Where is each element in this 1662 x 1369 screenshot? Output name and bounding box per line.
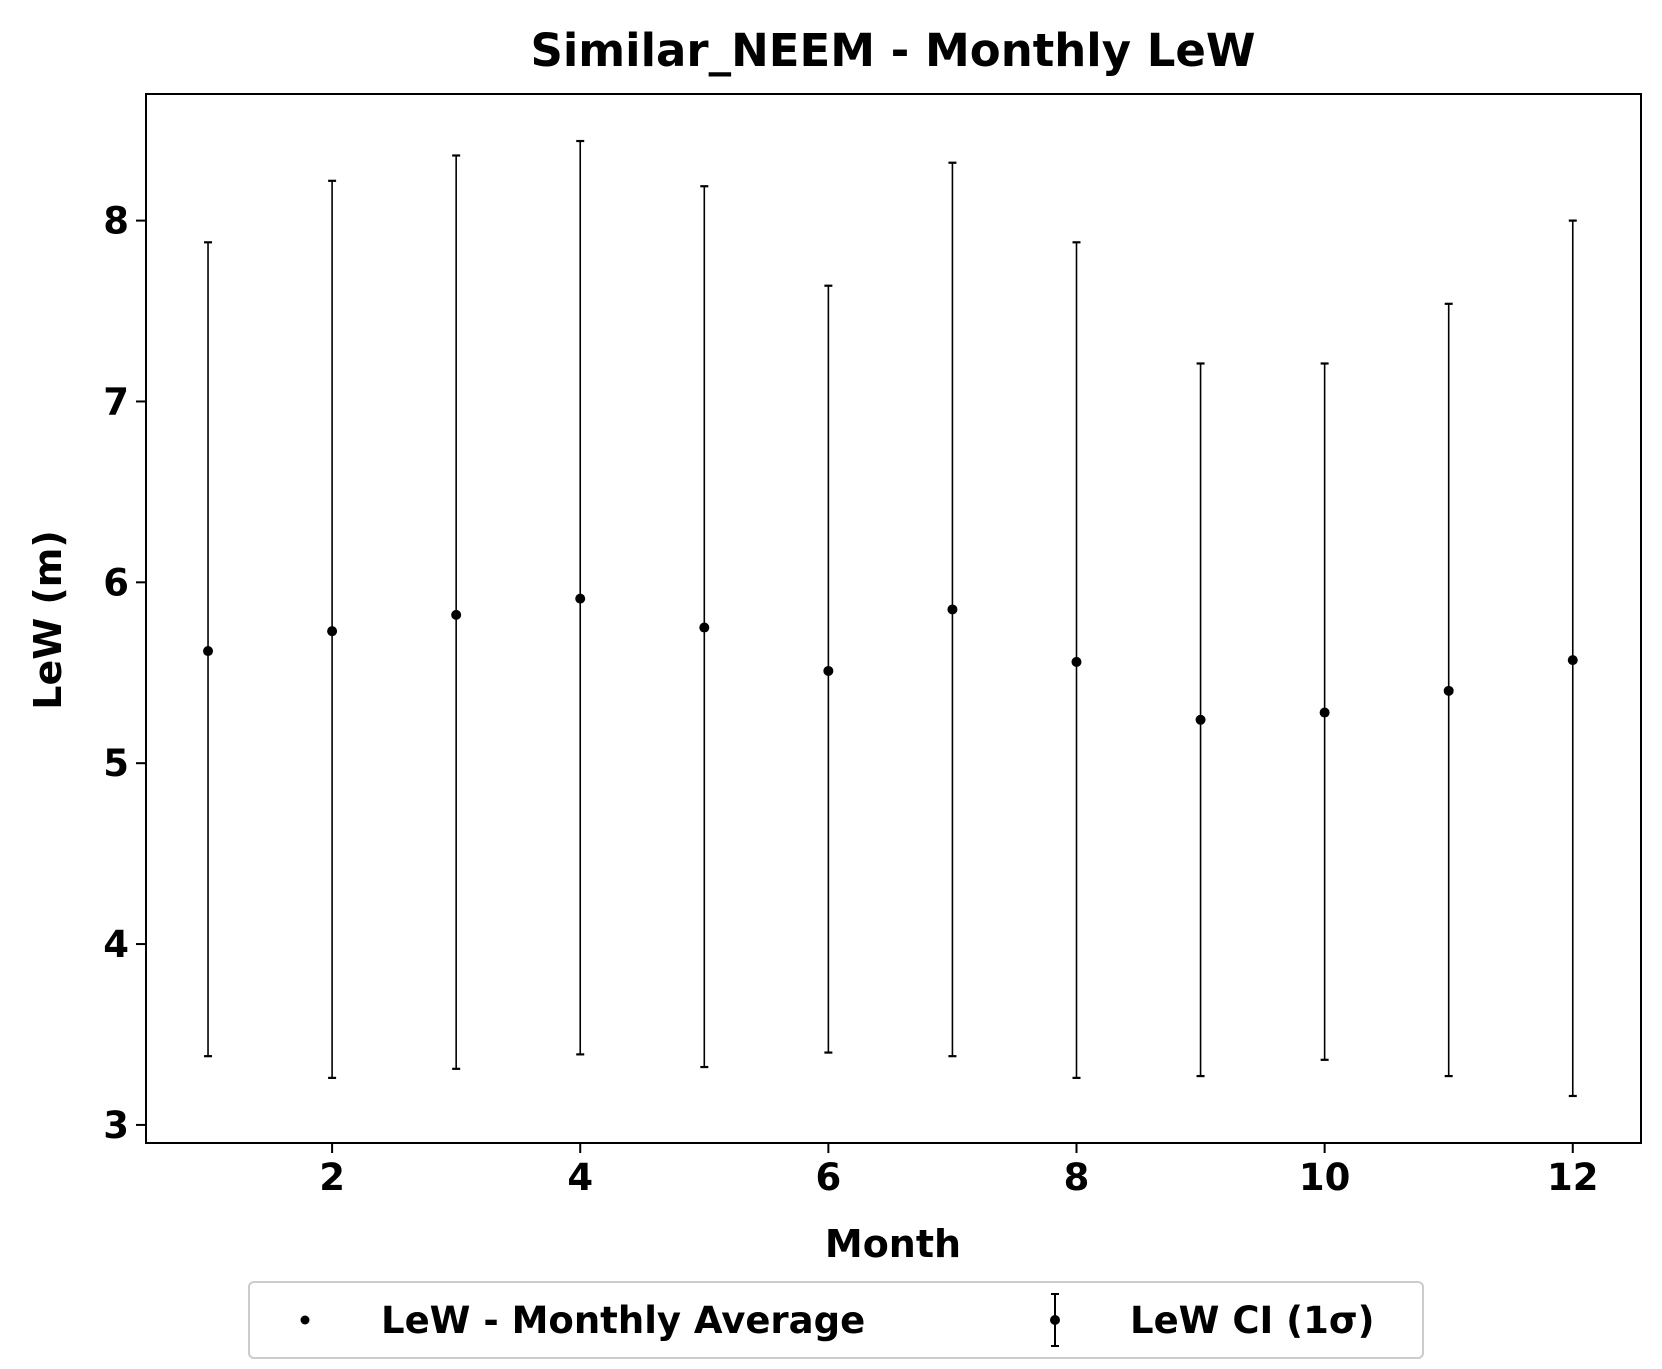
axis-ticks: 2 4 6 8 10 12 3 4 5 6 7 8 — [103, 200, 1598, 1199]
data-point-month-6 — [823, 665, 834, 676]
y-tick-label-6: 6 — [103, 561, 129, 604]
x-axis-label: Month — [825, 1222, 961, 1266]
data-point-month-4 — [575, 593, 586, 604]
data-point-month-1 — [203, 646, 214, 657]
data-point-month-5 — [699, 622, 710, 633]
data-point-month-3 — [451, 609, 462, 620]
data-point-month-7 — [947, 604, 958, 615]
data-point-month-12 — [1567, 655, 1578, 666]
legend-box — [248, 1281, 1424, 1359]
x-tick-label-12: 12 — [1547, 1156, 1599, 1199]
y-tick-label-5: 5 — [103, 742, 129, 785]
x-tick-label-6: 6 — [815, 1156, 841, 1199]
data-point-month-2 — [327, 626, 338, 637]
chart-title: Similar_NEEM - Monthly LeW — [530, 24, 1255, 77]
y-tick-label-3: 3 — [103, 1104, 129, 1147]
y-axis-label: LeW (m) — [26, 530, 70, 709]
x-tick-label-8: 8 — [1064, 1156, 1090, 1199]
legend-label-average: LeW - Monthly Average — [381, 1299, 865, 1342]
y-tick-label-8: 8 — [103, 200, 129, 243]
data-point-month-10 — [1319, 707, 1330, 718]
legend-marker-ci — [1050, 1293, 1060, 1347]
data-point-month-8 — [1071, 656, 1082, 667]
legend-marker-average — [300, 1315, 310, 1325]
x-tick-label-4: 4 — [567, 1156, 593, 1199]
x-tick-label-10: 10 — [1299, 1156, 1351, 1199]
legend: LeW - Monthly Average LeW CI (1σ) — [248, 1281, 1424, 1359]
data-point-month-11 — [1443, 685, 1454, 696]
legend-label-ci: LeW CI (1σ) — [1130, 1299, 1375, 1342]
data-point-month-9 — [1195, 714, 1206, 725]
plot-marks — [203, 139, 1578, 1098]
axes-frame — [145, 93, 1642, 1144]
x-tick-label-2: 2 — [319, 1156, 345, 1199]
y-tick-label-4: 4 — [103, 923, 129, 966]
y-tick-label-7: 7 — [103, 380, 129, 423]
